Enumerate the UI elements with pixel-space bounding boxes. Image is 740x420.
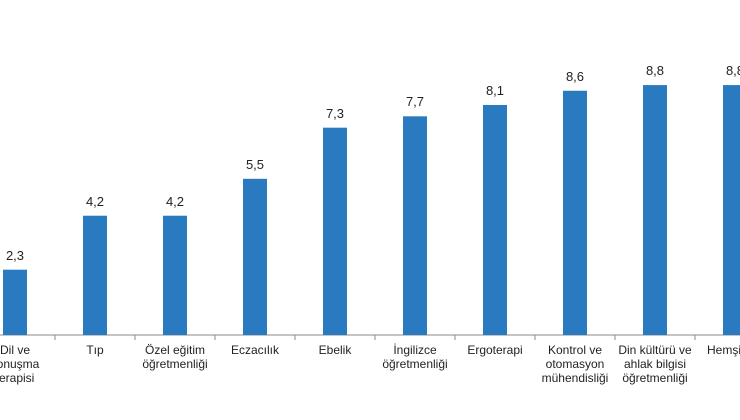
data-label: 7,3 <box>325 105 345 121</box>
data-label: 8,8 <box>645 63 665 79</box>
x-tick-label: Eczacılık <box>230 343 279 357</box>
x-tick-label: Din kültürü ve ahlak bilgisi öğretmenliğ… <box>618 343 692 385</box>
data-label: 8,1 <box>485 82 505 98</box>
data-label: 4,2 <box>85 193 105 209</box>
x-tick-label: Tıp <box>86 343 104 357</box>
bar <box>83 215 107 335</box>
bar <box>723 85 740 335</box>
data-label: 8,8 <box>725 63 740 79</box>
x-tick-label: Özel eğitim öğretmenliği <box>142 343 208 371</box>
x-tick-label: Ebelik <box>318 343 352 357</box>
bar <box>643 85 667 335</box>
x-tick-label: Kontrol ve otomasyon mühendisliği <box>541 343 609 385</box>
bar <box>243 178 267 335</box>
data-label: 7,7 <box>405 94 425 110</box>
bar <box>483 104 507 336</box>
data-label: 8,6 <box>565 68 585 84</box>
bar <box>3 269 27 335</box>
data-label: 2,3 <box>5 247 25 263</box>
x-tick-label: Dil ve konuşma terapisi <box>0 343 40 385</box>
bar <box>163 215 187 335</box>
x-tick-label: Hemşirelik <box>706 343 740 357</box>
x-tick-label: Ergoterapi <box>467 343 523 357</box>
data-label: 4,2 <box>165 193 185 209</box>
data-label: 5,5 <box>245 156 265 172</box>
x-tick-label: İngilizce öğretmenliği <box>382 343 448 371</box>
bar <box>563 90 587 335</box>
bar <box>323 127 347 336</box>
bar <box>403 116 427 335</box>
